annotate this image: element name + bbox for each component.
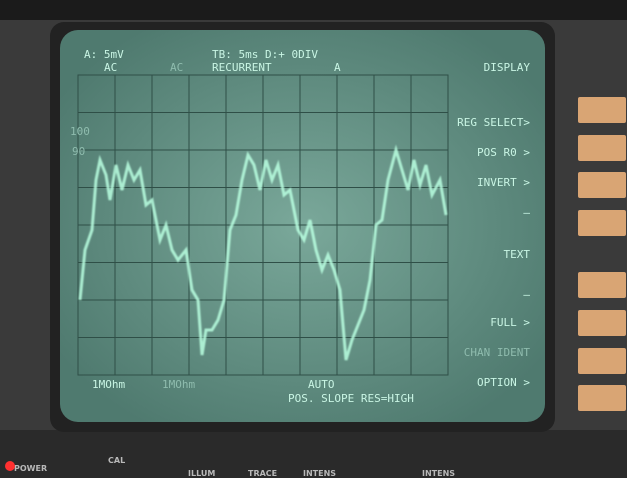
softkey-button[interactable] <box>578 272 626 298</box>
scale-label: 90 <box>72 145 85 158</box>
trigger-mode: AUTO <box>308 378 335 391</box>
panel-label: CAL <box>108 456 125 465</box>
softkey-label: OPTION > <box>477 376 530 389</box>
channel-scale: A: 5mV <box>84 48 124 61</box>
coupling: AC <box>104 61 117 74</box>
panel-label: ILLUM <box>188 469 215 478</box>
panel-label: INTENS <box>303 469 336 478</box>
power-led <box>5 461 15 471</box>
bezel-top <box>0 0 627 20</box>
trigger-source: A <box>334 61 341 74</box>
softkey-label: FULL > <box>490 316 530 329</box>
trigger-info: POS. SLOPE RES=HIGH <box>288 392 414 405</box>
scale-label: 100 <box>70 125 90 138</box>
oscilloscope-photo: A: 5mVACACTB: 5ms D:+ 0DIVRECURRENTA1009… <box>0 0 627 478</box>
softkey-label: DISPLAY <box>484 61 531 74</box>
panel-label: TRACE <box>248 469 277 478</box>
softkey-button[interactable] <box>578 135 626 161</box>
panel-label: INTENS <box>422 469 455 478</box>
softkey-button[interactable] <box>578 310 626 336</box>
input-impedance: 1MOhm <box>162 378 195 391</box>
softkey-label: POS R0 > <box>477 146 530 159</box>
coupling: AC <box>170 61 183 74</box>
softkey-label: INVERT > <box>477 176 530 189</box>
input-impedance: 1MOhm <box>92 378 125 391</box>
softkey-label: — <box>523 288 530 301</box>
softkey-button[interactable] <box>578 385 626 411</box>
softkey-button[interactable] <box>578 348 626 374</box>
softkey-label: — <box>523 206 530 219</box>
softkey-button[interactable] <box>578 172 626 198</box>
mode: RECURRENT <box>212 61 272 74</box>
panel-label: POWER <box>14 464 47 473</box>
softkey-label: TEXT <box>504 248 531 261</box>
softkey-button[interactable] <box>578 97 626 123</box>
screen <box>60 30 545 422</box>
softkey-label: CHAN IDENT <box>464 346 531 359</box>
timebase: TB: 5ms D:+ 0DIV <box>212 48 318 61</box>
softkey-label: REG SELECT> <box>457 116 530 129</box>
softkey-button[interactable] <box>578 210 626 236</box>
